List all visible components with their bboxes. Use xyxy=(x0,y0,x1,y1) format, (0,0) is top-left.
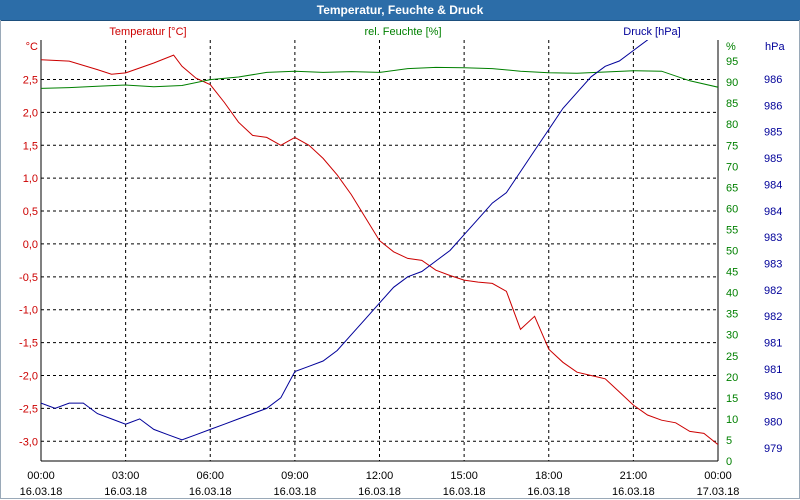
series-line-pressure xyxy=(41,40,649,441)
pressure-tick-label: 986 xyxy=(764,74,782,86)
pressure-tick-label: 983 xyxy=(764,232,782,244)
pressure-tick-label: 980 xyxy=(764,417,782,429)
x-tick-date: 16.03.18 xyxy=(189,486,232,498)
humidity-tick-label: 60 xyxy=(726,203,738,215)
humidity-tick-label: 45 xyxy=(726,267,738,279)
pressure-tick-label: 984 xyxy=(764,206,782,218)
x-tick-date: 16.03.18 xyxy=(527,486,570,498)
grid xyxy=(41,40,718,461)
humidity-tick-label: 40 xyxy=(726,288,738,300)
axis-labels: 00:00 16.03.18 03:00 16.03.18 06:00 16.03.18 0… xyxy=(19,56,782,498)
humidity-tick-label: 30 xyxy=(726,330,738,342)
x-tick-date: 16.03.18 xyxy=(104,486,147,498)
humidity-tick-label: 70 xyxy=(726,161,738,173)
humidity-tick-label: 80 xyxy=(726,119,738,131)
humidity-tick-label: 65 xyxy=(726,182,738,194)
plot-border xyxy=(40,40,719,462)
x-tick-time: 18:00 xyxy=(535,470,563,482)
x-tick-time: 12:00 xyxy=(366,470,394,482)
humidity-tick-label: 35 xyxy=(726,309,738,321)
x-tick-time: 15:00 xyxy=(450,470,478,482)
window-title: Temperatur, Feuchte & Druck xyxy=(0,0,800,21)
humidity-unit-label: % xyxy=(726,41,736,53)
x-tick-date: 16.03.18 xyxy=(612,486,655,498)
temp-tick-label: 1,0 xyxy=(23,173,38,185)
series-line-humidity xyxy=(41,66,718,89)
humidity-tick-label: 5 xyxy=(726,435,732,447)
humidity-tick-label: 85 xyxy=(726,98,738,110)
temp-tick-label: 2,0 xyxy=(23,107,38,119)
temp-tick-label: 2,5 xyxy=(23,74,38,86)
x-tick-date: 17.03.18 xyxy=(697,486,740,498)
temp-tick-label: 1,5 xyxy=(23,140,38,152)
humidity-axis-title: rel. Feuchte [%] xyxy=(364,26,441,38)
temp-tick-label: 0,5 xyxy=(23,206,38,218)
pressure-unit-label: hPa xyxy=(765,41,785,53)
pressure-tick-label: 980 xyxy=(764,390,782,402)
humidity-tick-label: 15 xyxy=(726,393,738,405)
temp-tick-label: -2,5 xyxy=(19,403,38,415)
pressure-tick-label: 985 xyxy=(764,153,782,165)
humidity-tick-label: 50 xyxy=(726,246,738,258)
x-tick-time: 21:00 xyxy=(620,470,648,482)
humidity-tick-label: 55 xyxy=(726,224,738,236)
temp-axis-title: Temperatur [°C] xyxy=(109,26,186,38)
temp-tick-label: 0,0 xyxy=(23,239,38,251)
temp-tick-label: -3,0 xyxy=(19,436,38,448)
temp-tick-label: -0,5 xyxy=(19,272,38,284)
x-tick-date: 16.03.18 xyxy=(20,486,63,498)
temp-unit-label: °C xyxy=(26,41,38,53)
pressure-axis-title: Druck [hPa] xyxy=(623,26,680,38)
humidity-tick-label: 10 xyxy=(726,414,738,426)
x-tick-time: 09:00 xyxy=(281,470,309,482)
temp-tick-label: -2,0 xyxy=(19,370,38,382)
pressure-tick-label: 983 xyxy=(764,259,782,271)
x-tick-time: 06:00 xyxy=(196,470,224,482)
humidity-tick-label: 25 xyxy=(726,351,738,363)
x-tick-time: 00:00 xyxy=(704,470,732,482)
x-tick-date: 16.03.18 xyxy=(443,486,486,498)
pressure-tick-label: 981 xyxy=(764,364,782,376)
pressure-tick-label: 986 xyxy=(764,100,782,112)
series-line-temperature xyxy=(41,54,718,445)
pressure-tick-label: 979 xyxy=(764,443,782,455)
humidity-tick-label: 0 xyxy=(726,456,732,468)
pressure-tick-label: 985 xyxy=(764,127,782,139)
humidity-tick-label: 20 xyxy=(726,372,738,384)
series-layer xyxy=(41,40,718,445)
temp-tick-label: -1,0 xyxy=(19,305,38,317)
humidity-tick-label: 75 xyxy=(726,140,738,152)
pressure-tick-label: 982 xyxy=(764,311,782,323)
pressure-tick-label: 984 xyxy=(764,179,782,191)
humidity-tick-label: 90 xyxy=(726,77,738,89)
x-tick-date: 16.03.18 xyxy=(273,486,316,498)
temp-tick-label: -1,5 xyxy=(19,338,38,350)
pressure-tick-label: 982 xyxy=(764,285,782,297)
humidity-tick-label: 95 xyxy=(726,56,738,68)
pressure-tick-label: 981 xyxy=(764,338,782,350)
x-tick-time: 00:00 xyxy=(27,470,55,482)
x-tick-time: 03:00 xyxy=(112,470,140,482)
x-tick-date: 16.03.18 xyxy=(358,486,401,498)
